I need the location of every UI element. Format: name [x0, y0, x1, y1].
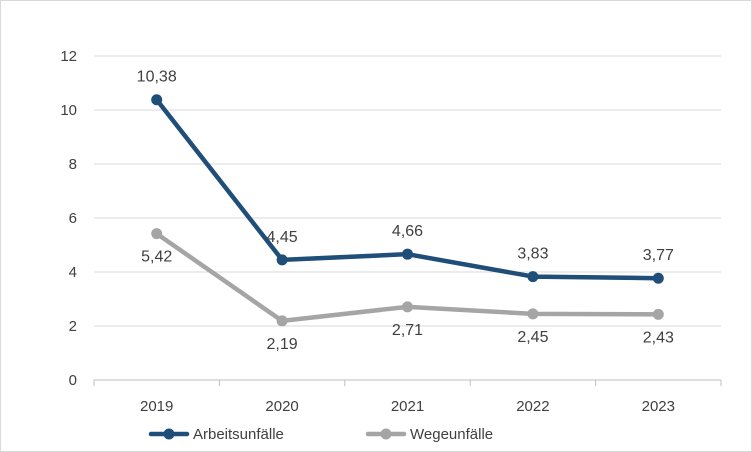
x-tick-label: 2022 — [516, 398, 549, 415]
legend-marker — [380, 428, 392, 440]
y-tick-label: 4 — [69, 264, 77, 281]
x-tick-label: 2019 — [140, 398, 173, 415]
x-tick-label: 2023 — [642, 398, 675, 415]
y-tick-label: 2 — [69, 318, 77, 335]
data-label: 4,45 — [267, 229, 298, 246]
data-point — [402, 301, 413, 313]
data-point — [276, 254, 288, 266]
legend-label: Wegeunfälle — [410, 426, 493, 443]
data-label: 5,42 — [141, 249, 172, 266]
data-label: 3,83 — [517, 246, 548, 263]
y-tick-label: 10 — [60, 102, 77, 119]
data-label: 4,66 — [392, 223, 423, 240]
data-label: 2,45 — [517, 329, 548, 346]
data-point — [276, 315, 288, 327]
data-point — [151, 228, 163, 240]
data-point — [652, 308, 664, 320]
data-label: 2,71 — [392, 322, 423, 339]
data-label: 2,43 — [643, 329, 674, 346]
data-point — [527, 308, 539, 320]
data-label: 2,19 — [267, 336, 298, 353]
legend-label: Arbeitsunfälle — [193, 426, 284, 443]
data-label: 3,77 — [643, 247, 674, 264]
y-tick-label: 6 — [69, 210, 77, 227]
legend-marker — [163, 428, 175, 440]
y-tick-label: 8 — [69, 156, 77, 173]
data-point — [527, 271, 539, 283]
x-tick-label: 2020 — [265, 398, 298, 415]
data-point — [151, 94, 163, 106]
y-tick-label: 12 — [60, 48, 77, 65]
data-point — [402, 248, 413, 260]
data-label: 10,38 — [137, 69, 177, 86]
data-point — [652, 272, 664, 284]
y-tick-label: 0 — [69, 372, 77, 389]
x-tick-label: 2021 — [391, 398, 424, 415]
